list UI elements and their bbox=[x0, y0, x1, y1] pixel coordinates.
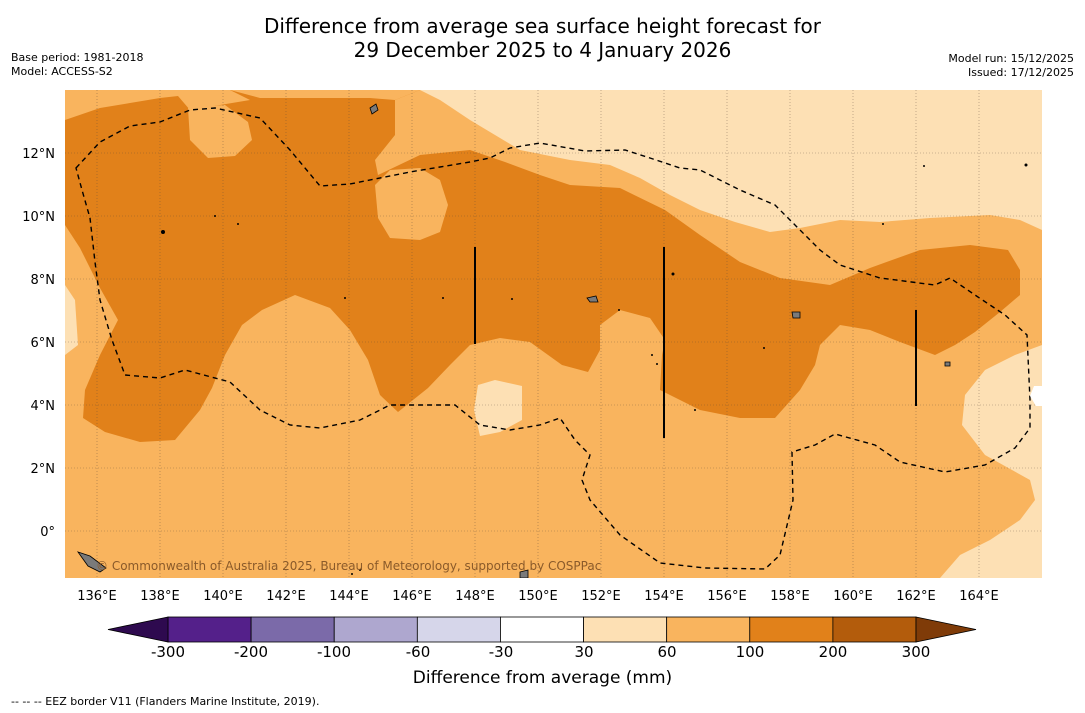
model-run: Model run: 15/12/2025 bbox=[948, 52, 1074, 65]
lat-tick-10n: 10°N bbox=[22, 210, 55, 225]
lon-tick-164: 164°E bbox=[959, 589, 999, 604]
colorbar bbox=[107, 616, 977, 643]
title-line-2: 29 December 2025 to 4 January 2026 bbox=[353, 38, 732, 62]
lon-tick-142: 142°E bbox=[266, 589, 306, 604]
lat-tick-2n: 2°N bbox=[31, 462, 56, 477]
lon-tick-138: 138°E bbox=[140, 589, 180, 604]
band-30-60-northeast bbox=[420, 90, 1042, 232]
lon-tick-labels: 136°E 138°E 140°E 142°E 144°E 146°E 148°… bbox=[77, 589, 999, 604]
map-plot-area bbox=[65, 90, 1042, 578]
white-wedge-east bbox=[1030, 386, 1042, 406]
model-name: Model: ACCESS-S2 bbox=[11, 65, 113, 78]
title-line-1: Difference from average sea surface heig… bbox=[263, 14, 822, 38]
band-30-60-southeast bbox=[940, 345, 1042, 578]
cb-tick-neg30: -30 bbox=[488, 643, 514, 661]
island-bismarck bbox=[519, 569, 529, 578]
issued-date: Issued: 17/12/2025 bbox=[967, 66, 1074, 79]
colorbar-segment bbox=[333, 616, 418, 643]
cb-tick-neg60: -60 bbox=[405, 643, 431, 661]
lat-tick-6n: 6°N bbox=[31, 336, 56, 351]
lat-tick-0: 0° bbox=[40, 525, 55, 540]
colorbar-over-arrow bbox=[915, 616, 977, 643]
cb-tick-neg300: -300 bbox=[150, 643, 186, 661]
colorbar-segment bbox=[250, 616, 335, 643]
hole-northwest bbox=[188, 105, 252, 158]
eez-footnote: -- -- -- EEZ border V11 (Flanders Marine… bbox=[11, 695, 320, 708]
lon-tick-148: 148°E bbox=[455, 589, 495, 604]
copyright-text: © Commonwealth of Australia 2025, Bureau… bbox=[96, 559, 601, 573]
colorbar-segment bbox=[416, 616, 501, 643]
meta-left: Base period: 1981-2018 Model: ACCESS-S2 bbox=[11, 51, 143, 79]
cb-tick-200: 200 bbox=[818, 643, 848, 661]
map-title: Difference from average sea surface heig… bbox=[0, 14, 1085, 62]
colorbar-under-arrow bbox=[107, 616, 169, 643]
colorbar-segment bbox=[749, 616, 834, 643]
lat-tick-12n: 12°N bbox=[22, 147, 55, 162]
cb-tick-100: 100 bbox=[735, 643, 765, 661]
island-north bbox=[369, 103, 379, 115]
lon-tick-144: 144°E bbox=[329, 589, 369, 604]
lat-tick-8n: 8°N bbox=[31, 273, 56, 288]
atolls bbox=[161, 163, 1028, 575]
lon-tick-146: 146°E bbox=[392, 589, 432, 604]
island-southwest bbox=[76, 551, 107, 573]
lon-tick-152: 152°E bbox=[581, 589, 621, 604]
colorbar-label: Difference from average (mm) bbox=[412, 668, 673, 688]
islands bbox=[76, 103, 951, 578]
band-100-200-main bbox=[65, 90, 1042, 442]
lon-tick-140: 140°E bbox=[203, 589, 243, 604]
lat-tick-4n: 4°N bbox=[31, 399, 56, 414]
lon-tick-154: 154°E bbox=[644, 589, 684, 604]
lon-tick-160: 160°E bbox=[833, 589, 873, 604]
base-period: Base period: 1981-2018 bbox=[11, 51, 144, 64]
lon-tick-156: 156°E bbox=[707, 589, 747, 604]
lon-tick-136: 136°E bbox=[77, 589, 117, 604]
meta-right: Model run: 15/12/2025 Issued: 17/12/2025 bbox=[948, 52, 1074, 80]
cb-tick-300: 300 bbox=[901, 643, 931, 661]
cb-tick-30: 30 bbox=[574, 643, 594, 661]
band-30-60-central bbox=[474, 380, 522, 436]
cb-tick-60: 60 bbox=[657, 643, 677, 661]
colorbar-segment bbox=[167, 616, 252, 643]
lon-tick-162: 162°E bbox=[896, 589, 936, 604]
eez-border bbox=[75, 107, 1031, 570]
island-marshall bbox=[944, 361, 951, 367]
island-chuuk bbox=[586, 295, 599, 303]
lon-tick-150: 150°E bbox=[518, 589, 558, 604]
colorbar-segment bbox=[666, 616, 751, 643]
colorbar-segment bbox=[583, 616, 668, 643]
band-30-60-west-edge bbox=[65, 285, 78, 355]
cb-tick-neg200: -200 bbox=[233, 643, 269, 661]
lat-tick-labels: 12°N 10°N 8°N 6°N 4°N 2°N 0° bbox=[22, 147, 55, 540]
section-lines bbox=[474, 247, 917, 438]
cb-tick-neg100: -100 bbox=[316, 643, 352, 661]
hole-top-fill bbox=[230, 90, 420, 100]
colorbar-segment bbox=[832, 616, 917, 643]
lon-tick-158: 158°E bbox=[770, 589, 810, 604]
hole-central-north bbox=[375, 168, 448, 240]
colorbar-segment bbox=[500, 616, 584, 643]
island-pohnpei bbox=[791, 311, 801, 319]
